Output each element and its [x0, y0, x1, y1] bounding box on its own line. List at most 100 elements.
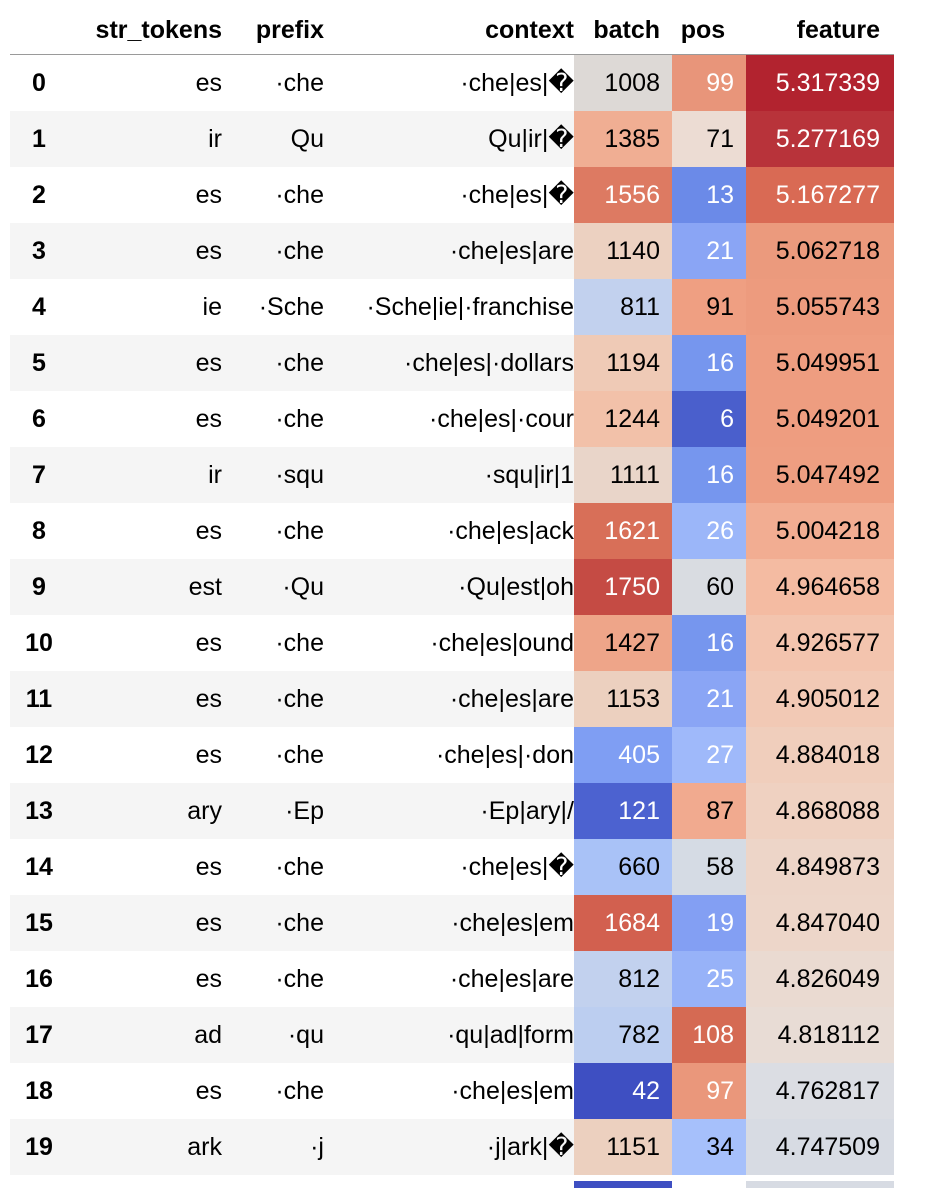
- cell-feature: 4.849873: [746, 839, 894, 895]
- cell-feature: 5.055743: [746, 279, 894, 335]
- table-row: 14 es ·che ·che|es|� 660 58 4.849873: [10, 839, 894, 895]
- table-row: 10 es ·che ·che|es|ound 1427 16 4.926577: [10, 615, 894, 671]
- cell-context: ·che|es|ound: [430, 628, 574, 657]
- cell-prefix: ·che: [275, 908, 324, 937]
- row-index: 10: [25, 628, 53, 657]
- cell-feature: 5.047492: [746, 447, 894, 503]
- cell-prefix: ·che: [275, 1076, 324, 1105]
- cell-batch: 782: [574, 1007, 672, 1063]
- cell-batch: 1151: [574, 1119, 672, 1175]
- cell-str-tokens: es: [195, 684, 222, 713]
- row-index: 17: [25, 1020, 53, 1049]
- cell-prefix: ·Ep: [285, 796, 324, 825]
- cell-str-tokens: es: [195, 180, 222, 209]
- cell-prefix: ·Qu: [282, 572, 324, 601]
- cell-context: ·qu|ad|form: [447, 1020, 574, 1049]
- cell-str-tokens: es: [195, 908, 222, 937]
- cell-str-tokens: es: [195, 516, 222, 545]
- row-index: 14: [25, 852, 53, 881]
- table-row: 3 es ·che ·che|es|are 1140 21 5.062718: [10, 223, 894, 279]
- cell-prefix: Qu: [290, 124, 324, 153]
- cell-batch: 1385: [574, 111, 672, 167]
- cell-batch: 1427: [574, 615, 672, 671]
- cell-context: ·che|es|�: [460, 181, 574, 209]
- cell-prefix: ·Sche: [258, 292, 324, 321]
- cell-prefix: ·qu: [287, 1020, 324, 1049]
- header-index: [10, 6, 68, 55]
- cell-pos: 26: [672, 503, 746, 559]
- header-batch: batch: [593, 15, 660, 44]
- table-row: 17 ad ·qu ·qu|ad|form 782 108 4.818112: [10, 1007, 894, 1063]
- header-prefix: prefix: [255, 15, 324, 44]
- row-index: 19: [25, 1132, 53, 1161]
- cell-prefix: ·che: [275, 740, 324, 769]
- cell-feature: 5.062718: [746, 223, 894, 279]
- cell-pos: 21: [672, 223, 746, 279]
- cell-batch: 1621: [574, 503, 672, 559]
- row-index: 3: [32, 236, 46, 265]
- table-row: 18 es ·che ·che|es|em 42 97 4.762817: [10, 1063, 894, 1119]
- table-row: 6 es ·che ·che|es|·cour 1244 6 5.049201: [10, 391, 894, 447]
- cell-batch: 42: [574, 1063, 672, 1119]
- cell-pos: 97: [672, 1063, 746, 1119]
- cell-pos: 87: [672, 783, 746, 839]
- table-row: 16 es ·che ·che|es|are 812 25 4.826049: [10, 951, 894, 1007]
- cell-prefix: ·che: [275, 68, 324, 97]
- cell-context: ·Sche|ie|·franchise: [366, 292, 574, 321]
- feature-column-overflow-cell: [746, 1181, 894, 1188]
- table-row: 12 es ·che ·che|es|·don 405 27 4.884018: [10, 727, 894, 783]
- cell-prefix: ·che: [275, 684, 324, 713]
- cell-str-tokens: es: [195, 740, 222, 769]
- row-index: 12: [25, 740, 53, 769]
- row-index: 15: [25, 908, 53, 937]
- cell-context: ·che|es|em: [451, 908, 574, 937]
- table-row: 9 est ·Qu ·Qu|est|oh 1750 60 4.964658: [10, 559, 894, 615]
- cell-feature: 4.926577: [746, 615, 894, 671]
- cell-batch: 121: [574, 783, 672, 839]
- cell-pos: 16: [672, 335, 746, 391]
- cell-context: ·squ|ir|1: [484, 460, 574, 489]
- row-index: 6: [32, 404, 46, 433]
- cell-str-tokens: es: [195, 1076, 222, 1105]
- cell-batch: 1750: [574, 559, 672, 615]
- cell-pos: 58: [672, 839, 746, 895]
- cell-context: ·Qu|est|oh: [458, 572, 574, 601]
- cell-batch: 1194: [574, 335, 672, 391]
- cell-pos: 91: [672, 279, 746, 335]
- cell-prefix: ·che: [275, 348, 324, 377]
- table-row: 5 es ·che ·che|es|·dollars 1194 16 5.049951: [10, 335, 894, 391]
- feature-activations-table: str_tokens prefix context batch pos feat…: [10, 6, 894, 1175]
- header-row: str_tokens prefix context batch pos feat…: [10, 6, 894, 55]
- cell-str-tokens: ark: [187, 1132, 222, 1161]
- table-row: 2 es ·che ·che|es|� 1556 13 5.167277: [10, 167, 894, 223]
- table-row: 7 ir ·squ ·squ|ir|1 1111 16 5.047492: [10, 447, 894, 503]
- cell-batch: 1111: [574, 447, 672, 503]
- cell-prefix: ·che: [275, 964, 324, 993]
- cell-prefix: ·che: [275, 236, 324, 265]
- row-index: 11: [25, 684, 53, 713]
- table-row: 1 ir Qu Qu|ir|� 1385 71 5.277169: [10, 111, 894, 167]
- cell-pos: 19: [672, 895, 746, 951]
- cell-pos: 16: [672, 615, 746, 671]
- row-index: 16: [25, 964, 53, 993]
- row-index: 7: [32, 460, 46, 489]
- row-index: 8: [32, 516, 46, 545]
- cell-feature: 5.049201: [746, 391, 894, 447]
- cell-context: ·che|es|are: [449, 964, 574, 993]
- cell-pos: 16: [672, 447, 746, 503]
- row-index: 18: [25, 1076, 53, 1105]
- cell-str-tokens: es: [195, 964, 222, 993]
- row-index: 5: [32, 348, 46, 377]
- cell-prefix: ·che: [275, 180, 324, 209]
- header-pos: pos: [680, 15, 726, 44]
- cell-context: ·che|es|�: [460, 853, 574, 881]
- cell-context: ·che|es|are: [449, 236, 574, 265]
- table-row: 0 es ·che ·che|es|� 1008 99 5.317339: [10, 54, 894, 111]
- cell-batch: 1244: [574, 391, 672, 447]
- cell-feature: 4.847040: [746, 895, 894, 951]
- cell-prefix: ·squ: [275, 460, 324, 489]
- cell-context: ·j|ark|�: [486, 1133, 574, 1161]
- cell-context: ·che|es|·dollars: [404, 348, 574, 377]
- cell-str-tokens: es: [195, 404, 222, 433]
- cell-str-tokens: es: [195, 348, 222, 377]
